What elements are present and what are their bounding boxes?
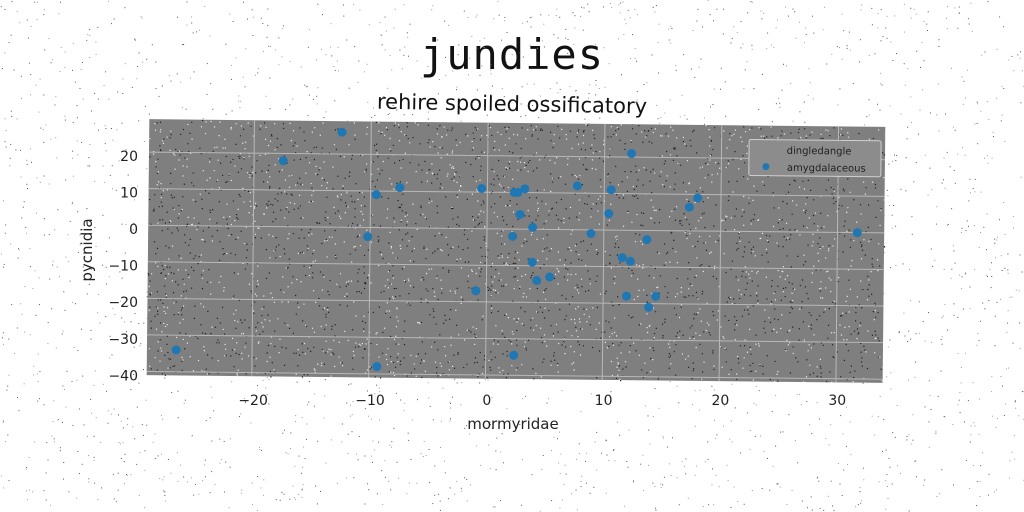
grid-line-y [146,370,883,380]
data-point [606,185,616,195]
y-tick-label: −10 [108,259,138,275]
y-tick-label: −30 [108,332,138,348]
legend-title: dingledangle [787,146,852,158]
x-axis-title: mormyridae [467,415,558,433]
data-point [513,188,523,198]
data-point [627,149,637,159]
grid-line-x [484,122,489,379]
data-point [371,190,381,200]
x-tick-label: 0 [482,393,491,409]
data-point [545,272,555,282]
y-tick-label: −40 [108,368,138,384]
grid-line-y [148,224,885,234]
grid-line-x [368,121,372,378]
data-point [693,193,703,203]
plot-area: dingledangle amygdalaceous [146,119,887,384]
data-point [572,181,582,191]
x-tick-label: −20 [238,393,268,409]
page-title: jundies [419,30,604,79]
data-point [527,257,537,267]
x-tick-label: 10 [595,393,613,409]
data-point [471,286,481,296]
data-point [651,291,661,301]
x-tick-label: 30 [828,393,846,409]
data-point [171,345,181,355]
data-point [852,228,862,238]
axes: −20 −10 0 10 20 30 −40 −30 −20 −10 0 10 20 [108,149,846,409]
data-point [509,350,519,360]
data-point [372,362,382,372]
y-tick-label: −20 [108,295,138,311]
data-point [515,209,525,219]
data-point [604,209,614,219]
data-point [363,232,373,242]
data-point [532,276,542,286]
data-point [520,184,530,194]
data-point [278,156,288,166]
data-point [644,302,654,312]
y-axis-title: pycnidia [78,218,96,281]
grid-line-x [718,125,723,382]
grid-line-y [147,297,884,307]
y-tick-label: 20 [120,149,138,165]
legend-entry-label: amygdalaceous [787,163,866,175]
legend: dingledangle amygdalaceous [748,138,882,178]
data-point [642,235,652,245]
data-point [337,127,347,137]
plot-background [146,119,886,383]
data-point [508,231,518,241]
data-point [395,183,405,193]
data-point [625,256,635,266]
y-tick-label: 10 [120,186,138,202]
data-point [477,183,487,193]
legend-box [748,138,882,178]
data-point [684,202,694,212]
y-tick-label: 0 [129,222,138,238]
data-points [171,127,862,372]
data-point [622,291,632,301]
grid-line-x [601,123,606,380]
data-point [586,228,596,238]
x-tick-label: 20 [711,393,729,409]
grid-line-y [147,334,884,344]
grid-line-x [251,120,255,377]
x-tick-label: −10 [355,393,385,409]
data-point [528,222,538,232]
grid-line-y [147,261,884,270]
data-point [617,253,627,263]
legend-marker [762,163,770,171]
